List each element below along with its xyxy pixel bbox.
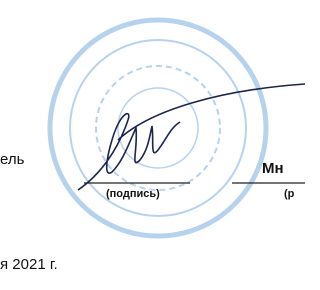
stamp-center [118, 88, 198, 168]
document-fragment: ель (подпись) Мн (р я 2021 г. [0, 0, 305, 290]
stamp-inner-ring [96, 66, 220, 190]
stamp-and-signature [0, 0, 305, 290]
stamp [50, 20, 266, 236]
name-text: Мн [262, 160, 284, 177]
date-text: я 2021 г. [0, 256, 58, 273]
signature-caption: (подпись) [106, 188, 160, 200]
position-text: ель [0, 151, 24, 168]
name-caption: (р [284, 188, 294, 200]
stamp-outer-ring [50, 20, 266, 236]
